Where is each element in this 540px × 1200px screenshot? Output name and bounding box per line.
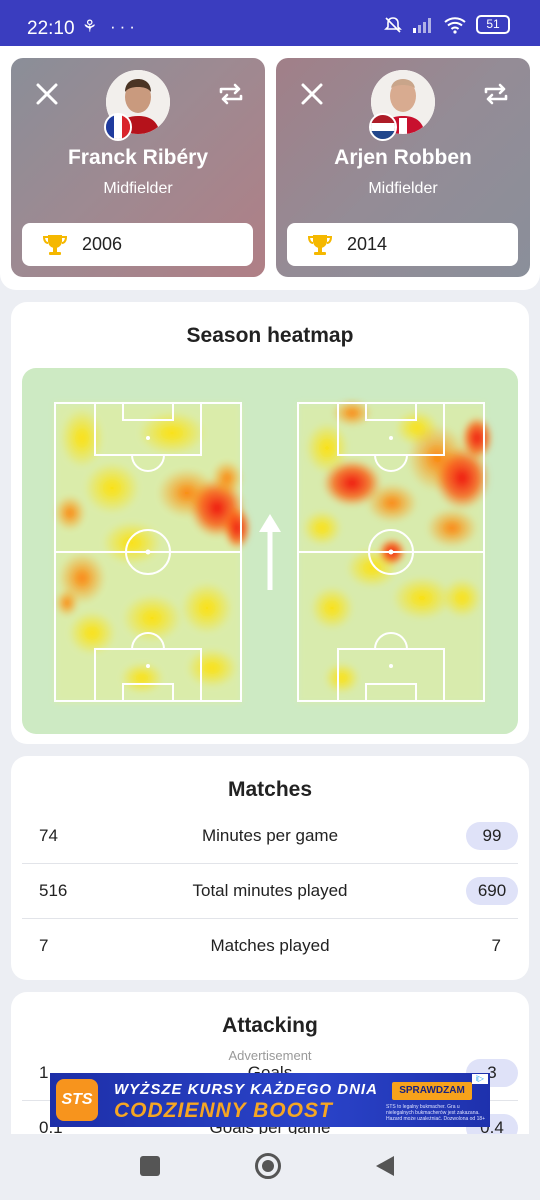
player-card-right[interactable]: Arjen Robben Midfielder 2014: [276, 58, 530, 277]
left-value: 7: [39, 936, 49, 955]
player-comparison-panel: Franck Ribéry Midfielder 2006 Arjen Robb…: [0, 46, 540, 290]
trophy-icon: [307, 235, 333, 255]
trophy-icon: [42, 235, 68, 255]
stat-row-minutes-per-game: 74 Minutes per game 99: [22, 810, 518, 864]
signal-icon: [413, 17, 431, 33]
status-bar: 22:10 ⚘ ··· 51: [0, 0, 540, 46]
mute-bell-icon: [384, 16, 402, 33]
player-name: Franck Ribéry: [67, 146, 209, 169]
ad-fine-print: STS to legalny bukmacher. Gra u nielegal…: [386, 1104, 486, 1122]
stat-label: Matches played: [210, 936, 330, 955]
matches-card: Matches 74 Minutes per game 99 516 Total…: [11, 756, 529, 980]
swap-icon[interactable]: [217, 80, 245, 108]
season-year: 2014: [347, 234, 388, 254]
advertisement-label: Advertisement: [228, 1048, 312, 1063]
left-value: 74: [39, 826, 58, 845]
stat-label: Total minutes played: [192, 881, 348, 900]
heatmap-pitch-right: [297, 399, 493, 703]
swap-icon[interactable]: [482, 80, 510, 108]
ad-banner[interactable]: STS WYŻSZE KURSY KAŻDEGO DNIA CODZIENNY …: [50, 1073, 490, 1127]
player-position: Midfielder: [368, 180, 438, 197]
season-heatmap-card: Season heatmap: [11, 302, 529, 744]
left-value: 1: [39, 1063, 49, 1082]
attack-direction-arrow-icon: [259, 514, 281, 590]
sts-logo: STS: [56, 1079, 98, 1121]
system-icons: 51: [384, 15, 510, 34]
stat-label: Minutes per game: [201, 826, 339, 845]
player-name: Arjen Robben: [334, 146, 472, 169]
ad-headline: WYŻSZE KURSY KAŻDEGO DNIA: [114, 1081, 378, 1098]
player-position: Midfielder: [103, 180, 173, 197]
season-year: 2006: [82, 234, 123, 254]
back-button[interactable]: [374, 1154, 396, 1178]
heatmap-area: [22, 368, 518, 734]
netherlands-flag-icon: [369, 113, 397, 141]
right-value: 7: [491, 936, 501, 955]
notification-icons: ⚘ ···: [82, 17, 139, 36]
player-avatar: [371, 70, 435, 134]
right-value: 99: [466, 822, 518, 850]
season-selector[interactable]: 2006: [22, 223, 253, 266]
france-flag-icon: [104, 113, 132, 141]
close-icon[interactable]: [298, 80, 326, 108]
close-icon[interactable]: [33, 80, 61, 108]
status-time: 22:10: [27, 18, 75, 39]
heatmap-pitch-left: [54, 402, 251, 703]
season-selector[interactable]: 2014: [287, 223, 518, 266]
stat-row-total-minutes: 516 Total minutes played 690: [22, 865, 518, 919]
player-card-left[interactable]: Franck Ribéry Midfielder 2006: [11, 58, 265, 277]
right-value: 690: [466, 877, 518, 905]
section-title: Attacking: [222, 1014, 318, 1037]
stat-row-matches-played: 7 Matches played 7: [22, 920, 518, 974]
ad-subheadline: CODZIENNY BOOST: [114, 1099, 333, 1122]
home-button[interactable]: [254, 1152, 282, 1180]
wifi-icon: [444, 16, 466, 34]
section-title: Season heatmap: [186, 324, 354, 347]
ad-cta-button[interactable]: SPRAWDZAM: [392, 1082, 472, 1100]
section-title: Matches: [227, 778, 313, 801]
left-value: 516: [39, 881, 68, 900]
adchoices-icon[interactable]: i▷: [472, 1074, 488, 1084]
system-nav-bar: [0, 1134, 540, 1200]
recents-button[interactable]: [139, 1155, 161, 1177]
battery-icon: 51: [476, 15, 510, 34]
